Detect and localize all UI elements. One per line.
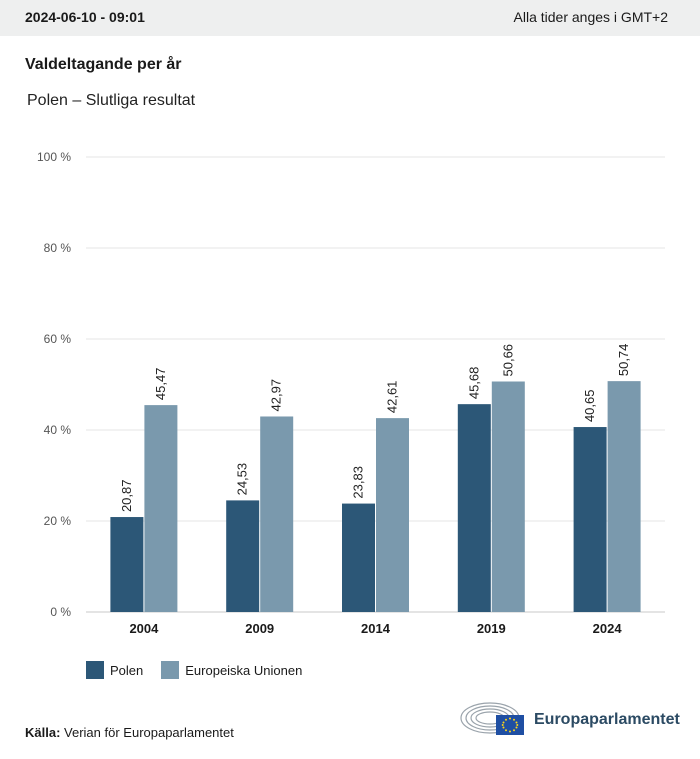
source-label: Källa: [25, 725, 61, 740]
legend-item-polen: Polen [86, 661, 143, 679]
source-note: Källa: Verian för Europaparlamentet [25, 725, 234, 740]
y-tick-label: 100 % [37, 150, 71, 164]
bar-eu [260, 416, 294, 612]
y-tick-label: 0 % [50, 605, 71, 619]
data-label: 42,61 [385, 381, 400, 414]
data-label: 50,66 [500, 344, 515, 377]
x-tick-label: 2004 [129, 621, 159, 636]
bar-polen [342, 503, 375, 612]
source-text: Verian för Europaparlamentet [64, 725, 234, 740]
legend-item-eu: Europeiska Unionen [161, 661, 302, 679]
legend-label-eu: Europeiska Unionen [185, 662, 303, 678]
bar-polen [573, 427, 607, 612]
y-tick-label: 60 % [44, 332, 72, 346]
europarl-wordmark: Europaparlamentet [534, 711, 680, 728]
bar-polen [226, 500, 260, 612]
bar-polen [457, 404, 491, 612]
y-tick-label: 80 % [44, 241, 72, 255]
x-tick-label: 2024 [593, 621, 623, 636]
chart-title: Valdeltagande per år [25, 56, 182, 73]
x-tick-label: 2014 [361, 621, 391, 636]
legend-swatch-eu [161, 661, 180, 679]
legend-swatch-polen [86, 661, 104, 679]
y-tick-label: 40 % [44, 423, 72, 437]
data-label: 24,53 [235, 463, 250, 496]
data-label: 45,68 [466, 367, 481, 400]
bar-eu [144, 405, 178, 612]
timezone-note: Alla tider anges i GMT+2 [513, 9, 668, 25]
chart-legend: Polen Europeiska Unionen [86, 661, 320, 679]
data-label: 50,74 [616, 344, 631, 377]
bar-chart: 0 % 20 % 40 % 60 % 80 % 100 % 20,87 45,47 2004 24… [37, 150, 665, 636]
data-label: 40,65 [582, 389, 597, 422]
x-tick-label: 2019 [477, 621, 506, 636]
top-bar: 2024-06-10 - 09:01 Alla tider anges i GM… [0, 0, 700, 36]
bar-eu [376, 418, 409, 612]
data-label: 23,83 [351, 466, 366, 499]
bar-polen [110, 517, 144, 612]
legend-label-polen: Polen [110, 662, 144, 678]
data-label: 42,97 [269, 379, 284, 412]
data-label: 20,87 [119, 479, 134, 512]
bar-eu [607, 381, 641, 612]
europarl-logo: Europaparlamentet [460, 700, 680, 740]
data-label: 45,47 [153, 368, 168, 401]
x-tick-label: 2009 [245, 621, 274, 636]
bar-eu [491, 381, 525, 612]
y-tick-label: 20 % [44, 514, 72, 528]
europarl-emblem-icon [460, 702, 524, 735]
chart-subtitle: Polen – Slutliga resultat [27, 92, 196, 109]
timestamp: 2024-06-10 - 09:01 [25, 9, 145, 25]
